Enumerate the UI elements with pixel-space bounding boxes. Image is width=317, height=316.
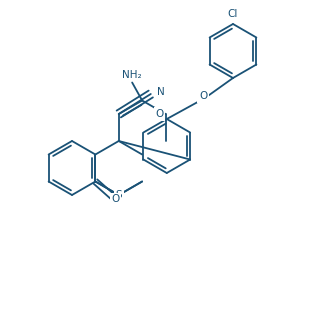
- Text: O: O: [199, 91, 207, 101]
- Text: O: O: [155, 109, 164, 119]
- Text: O: O: [111, 195, 120, 204]
- Text: Cl: Cl: [228, 9, 238, 19]
- Text: NH₂: NH₂: [122, 70, 142, 80]
- Text: S: S: [115, 190, 122, 200]
- Text: N: N: [157, 87, 165, 97]
